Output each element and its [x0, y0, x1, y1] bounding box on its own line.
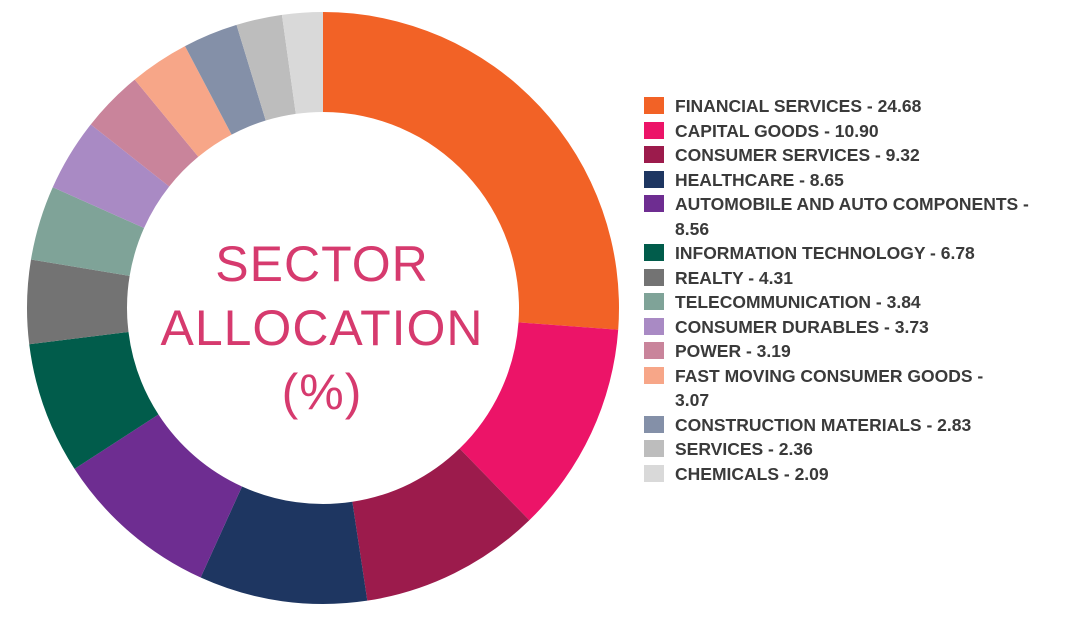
legend-swatch [644, 170, 664, 188]
donut-slice-healthcare [200, 486, 368, 605]
legend-item: FAST MOVING CONSUMER GOODS - 3.07 [644, 364, 1084, 413]
legend-label: AUTOMOBILE AND AUTO COMPONENTS - 8.56 [675, 194, 1029, 239]
legend-swatch [644, 121, 664, 139]
legend-item: REALTY - 4.31 [644, 266, 1084, 291]
legend-item: AUTOMOBILE AND AUTO COMPONENTS - 8.56 [644, 192, 1084, 241]
legend-item: CONSUMER SERVICES - 9.32 [644, 143, 1084, 168]
legend-label: CONSUMER SERVICES - 9.32 [675, 145, 920, 165]
donut-slice-information-technology [29, 331, 159, 469]
legend-swatch [644, 440, 664, 457]
chart-title-line-3: (%) [281, 364, 363, 420]
donut-slice-financial-services [323, 12, 620, 330]
donut-slice-telecommunication [30, 187, 145, 276]
donut-slice-services [236, 14, 296, 121]
legend-swatch [644, 97, 664, 114]
legend-swatch [644, 342, 664, 359]
legend-item: POWER - 3.19 [644, 339, 1084, 364]
legend-item: INFORMATION TECHNOLOGY - 6.78 [644, 241, 1084, 266]
chart-legend: FINANCIAL SERVICES - 24.68 CAPITAL GOODS … [644, 94, 1084, 486]
legend-swatch [644, 366, 664, 384]
legend-label: HEALTHCARE - 8.65 [675, 169, 844, 190]
legend-label: INFORMATION TECHNOLOGY - 6.78 [675, 243, 975, 263]
donut-slice-automobile-and-auto-components [74, 414, 242, 578]
legend-swatch [644, 195, 664, 212]
legend-label: SERVICES - 2.36 [675, 439, 813, 459]
donut-slice-consumer-durables [52, 124, 170, 229]
legend-item: HEALTHCARE - 8.65 [644, 168, 1084, 193]
donut-slice-realty [26, 259, 130, 345]
donut-slice-construction-materials [184, 24, 266, 135]
legend-item: SERVICES - 2.36 [644, 437, 1084, 462]
legend-label: POWER - 3.19 [675, 341, 791, 361]
legend-item: TELECOMMUNICATION - 3.84 [644, 290, 1084, 315]
legend-swatch [644, 146, 664, 163]
legend-item: FINANCIAL SERVICES - 24.68 [644, 94, 1084, 119]
legend-swatch [644, 464, 664, 482]
chart-title-line-1: SECTOR [215, 236, 429, 292]
legend-item: CONSTRUCTION MATERIALS - 2.83 [644, 413, 1084, 438]
legend-label: FINANCIAL SERVICES - 24.68 [675, 96, 922, 116]
legend-swatch [644, 415, 664, 433]
legend-label: CONSUMER DURABLES - 3.73 [675, 316, 929, 337]
legend-item: CHEMICALS - 2.09 [644, 462, 1084, 487]
legend-label: FAST MOVING CONSUMER GOODS - 3.07 [675, 365, 984, 411]
legend-label: TELECOMMUNICATION - 3.84 [675, 292, 921, 312]
donut-slice-power [90, 79, 199, 187]
legend-swatch [644, 244, 664, 261]
donut-slice-chemicals [281, 12, 323, 114]
legend-swatch [644, 317, 664, 335]
legend-label: REALTY - 4.31 [675, 267, 793, 288]
legend-item: CONSUMER DURABLES - 3.73 [644, 315, 1084, 340]
donut-chart [26, 12, 620, 605]
chart-title-line-2: ALLOCATION [160, 300, 484, 356]
legend-label: CHEMICALS - 2.09 [675, 463, 829, 484]
legend-swatch [644, 293, 664, 310]
donut-slice-consumer-services [352, 448, 530, 601]
legend-swatch [644, 268, 664, 286]
donut-slice-fast-moving-consumer-goods [134, 46, 232, 157]
chart-title: SECTOR ALLOCATION (%) [142, 232, 502, 424]
donut-slice-capital-goods [459, 322, 619, 521]
legend-label: CONSTRUCTION MATERIALS - 2.83 [675, 414, 972, 435]
donut-slices [26, 12, 620, 605]
legend-item: CAPITAL GOODS - 10.90 [644, 119, 1084, 144]
legend-label: CAPITAL GOODS - 10.90 [675, 120, 879, 141]
